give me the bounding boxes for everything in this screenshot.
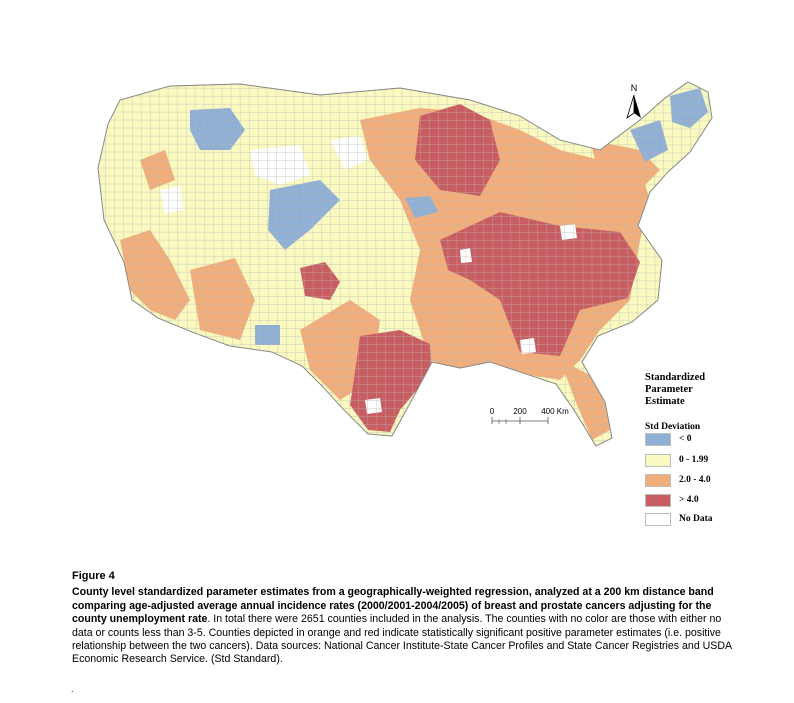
legend-title: Standardized Parameter Estimate [645, 372, 706, 407]
legend-item-0-to-1-99: 0 - 1.99 [645, 453, 708, 467]
trailing-mark: . [71, 684, 74, 694]
legend-swatch [645, 473, 671, 487]
legend-subtitle: Std Deviation [645, 422, 701, 432]
caption-bold-text: County level standardized parameter esti… [72, 586, 714, 626]
svg-text:N: N [631, 83, 638, 93]
legend-swatch [645, 493, 671, 507]
scale-tick-200: 200 [513, 407, 527, 416]
scale-bar: 0 200 400 Km [490, 407, 569, 424]
figure-caption: Figure 4 County level standardized param… [72, 570, 740, 667]
figure-label: Figure 4 [72, 570, 115, 582]
map-legend: Standardized Parameter Estimate Std Devi… [645, 372, 765, 526]
caption-body-text: . In total there were 2651 counties incl… [72, 613, 732, 666]
legend-item-no-data: No Data [645, 512, 713, 526]
legend-item-2-to-4: 2.0 - 4.0 [645, 473, 711, 487]
red-regions [300, 104, 640, 432]
legend-swatch [645, 512, 671, 526]
north-arrow-icon: N [626, 83, 641, 120]
scale-tick-400: 400 Km [541, 407, 569, 416]
us-county-map: N 0 200 400 Km [97, 81, 713, 447]
legend-swatch [645, 432, 671, 446]
legend-item-above-4: > 4.0 [645, 493, 699, 507]
legend-item-below-0: < 0 [645, 432, 692, 446]
legend-swatch [645, 453, 671, 467]
scale-tick-0: 0 [490, 407, 495, 416]
